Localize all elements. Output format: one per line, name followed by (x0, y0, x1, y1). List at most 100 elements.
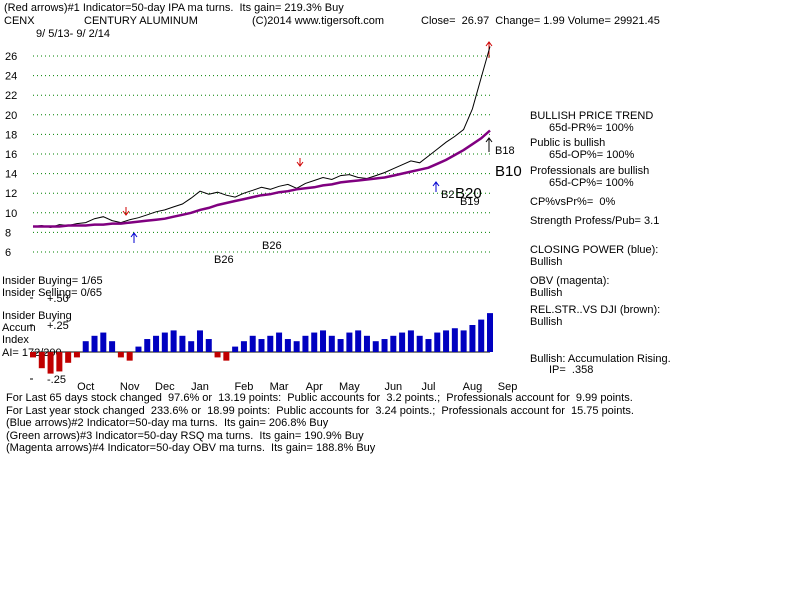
panel-text: OBV (magenta): (530, 275, 609, 287)
footer-line: For Last 65 days stock changed 97.6% or … (6, 392, 633, 404)
x-tick-label: Jul (421, 381, 435, 393)
accum-bar (161, 332, 168, 352)
accum-bar (320, 330, 327, 352)
panel-text: 65d-PR%= 100% (549, 122, 634, 134)
accum-bar (346, 332, 353, 352)
accum-bar (311, 332, 318, 352)
y-tick-label: +.25 (47, 320, 69, 332)
accum-bar (372, 341, 379, 352)
y-tick-label: 10 (5, 208, 17, 220)
accum-bar (328, 335, 335, 352)
x-tick-label: Dec (155, 381, 175, 393)
accum-bar (434, 332, 441, 352)
accum-bar (425, 339, 432, 352)
date-range: 9/ 5/13- 9/ 2/14 (36, 28, 110, 40)
arrow (485, 137, 493, 152)
accum-bar (232, 346, 239, 352)
accum-bar (73, 352, 80, 358)
accum-bar (100, 332, 107, 352)
x-tick-label: May (339, 381, 360, 393)
arrow (432, 181, 440, 192)
accum-bar (38, 352, 45, 369)
annotation: B26 (214, 254, 234, 266)
panel-text: Bullish: Accumulation Rising. (530, 353, 671, 365)
accum-bar (214, 352, 221, 358)
accum-bar (337, 339, 344, 352)
accum-bar (381, 339, 388, 352)
accum-bar (451, 328, 458, 352)
y-tick-label: 24 (5, 71, 17, 83)
x-tick-label: Mar (270, 381, 289, 393)
accum-bar (443, 330, 450, 352)
accum-bar (293, 341, 300, 352)
accum-bar (302, 335, 309, 352)
left-text: Insider Buying (2, 310, 72, 322)
y-tick-label: 22 (5, 90, 17, 102)
left-text: Insider Selling= 0/65 (2, 287, 102, 299)
panel-text: Strength Profess/Pub= 3.1 (530, 215, 659, 227)
panel-text: 65d-OP%= 100% (549, 149, 635, 161)
x-tick-label: Jan (191, 381, 209, 393)
annotation: B26 (262, 240, 282, 252)
annotation: B19 (460, 196, 480, 208)
panel-text: IP= .358 (549, 364, 593, 376)
y-tick-label: 16 (5, 149, 17, 161)
panel-text: BULLISH PRICE TREND (530, 110, 653, 122)
accum-bar (188, 341, 195, 352)
accum-bar (47, 352, 54, 374)
header-line: (Red arrows)#1 Indicator=50-day IPA ma t… (4, 2, 344, 14)
accum-bar (390, 335, 397, 352)
accum-bar (205, 339, 212, 352)
x-tick-label: Feb (234, 381, 253, 393)
accum-bar (284, 339, 291, 352)
panel-text: CP%vsPr%= 0% (530, 196, 615, 208)
accum-bar (399, 332, 406, 352)
panel-text: Bullish (530, 256, 562, 268)
x-tick-label: Apr (306, 381, 323, 393)
arrow (296, 158, 304, 167)
arrow (122, 207, 130, 216)
copyright: (C)2014 www.tigersoft.com (252, 15, 384, 27)
footer-line: For Last year stock changed 233.6% or 18… (6, 405, 634, 417)
accum-bar (267, 335, 274, 352)
y-tick-label: 20 (5, 110, 17, 122)
accum-bar (82, 341, 89, 352)
y-tick-label: -.25 (47, 374, 66, 386)
annotation: B10 (495, 163, 522, 180)
accum-bar (363, 335, 370, 352)
accum-bar (478, 319, 485, 352)
accum-bar (407, 330, 414, 352)
left-text: Accum (2, 322, 36, 334)
quote: Close= 26.97 Change= 1.99 Volume= 29921.… (421, 15, 660, 27)
accum-bar (258, 339, 265, 352)
company: CENTURY ALUMINUM (84, 15, 198, 27)
panel-text: Bullish (530, 316, 562, 328)
accum-bar (460, 330, 467, 352)
left-text: Index (2, 334, 29, 346)
x-tick-label: Oct (77, 381, 94, 393)
accum-bar (170, 330, 177, 352)
accum-bar (416, 335, 423, 352)
accum-bar (144, 339, 151, 352)
x-tick-label: Aug (463, 381, 483, 393)
y-tick-label: 18 (5, 129, 17, 141)
accum-bar (240, 341, 247, 352)
accum-bar (30, 352, 36, 358)
y-tick-label: 14 (5, 169, 17, 181)
y-tick-label: 8 (5, 227, 11, 239)
accum-bar (276, 332, 283, 352)
footer-line: (Green arrows)#3 Indicator=50-day RSQ ma… (6, 430, 364, 442)
accum-bar (65, 352, 72, 363)
panel-text: REL.STR..VS DJI (brown): (530, 304, 660, 316)
accum-bar (249, 335, 256, 352)
panel-text: Professionals are bullish (530, 165, 649, 177)
accum-bar (109, 341, 116, 352)
panel-text: Public is bullish (530, 137, 605, 149)
y-tick-label: 26 (5, 51, 17, 63)
x-tick-label: Sep (498, 381, 518, 393)
annotation: B18 (495, 145, 515, 157)
panel-text: CLOSING POWER (blue): (530, 244, 658, 256)
accum-bar (355, 330, 362, 352)
accum-bar (91, 335, 98, 352)
